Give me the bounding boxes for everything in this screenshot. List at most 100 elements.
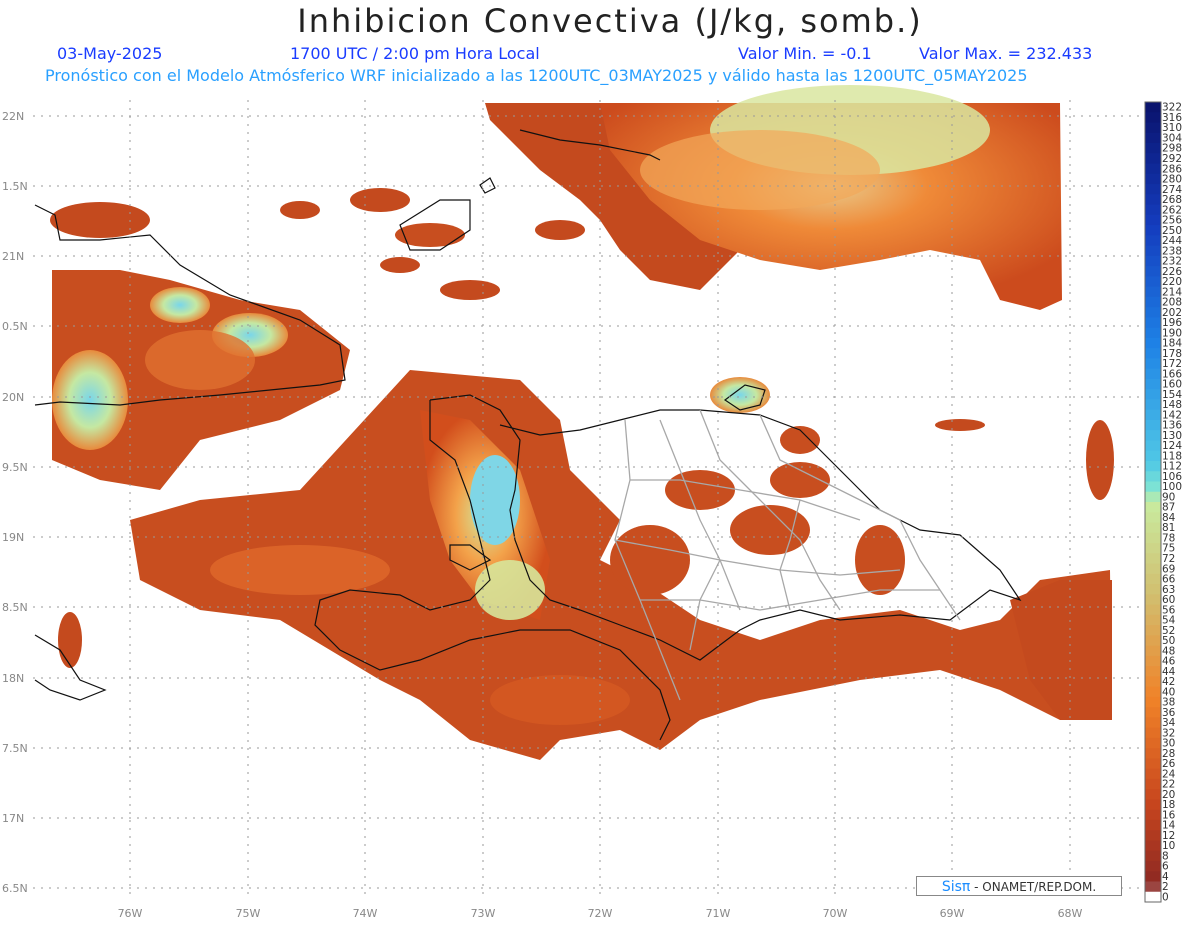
colorbar-swatch — [1145, 194, 1161, 206]
colorbar-swatch — [1145, 471, 1161, 482]
sistema-logo: Sisπ — [941, 879, 971, 895]
colorbar-label: 87 — [1162, 502, 1175, 514]
colorbar-label: 244 — [1162, 235, 1182, 247]
lat-label: 19N — [2, 531, 24, 544]
colorbar-swatch — [1145, 399, 1161, 411]
colorbar-swatch — [1145, 696, 1161, 708]
colorbar-label: 90 — [1162, 491, 1175, 503]
colorbar-swatch — [1145, 214, 1161, 226]
colorbar-label: 66 — [1162, 574, 1176, 586]
colorbar-swatch — [1145, 789, 1161, 800]
colorbar-label: 69 — [1162, 563, 1175, 575]
colorbar-swatch — [1145, 594, 1161, 606]
colorbar-swatch — [1145, 440, 1161, 452]
colorbar-label: 106 — [1162, 471, 1182, 483]
colorbar-swatch — [1145, 102, 1161, 113]
colorbar-label: 26 — [1162, 758, 1176, 770]
colorbar-swatch — [1145, 819, 1161, 831]
colorbar-swatch — [1145, 512, 1161, 524]
date-label: 03-May-2025 — [57, 44, 163, 63]
colorbar-swatch — [1145, 419, 1161, 431]
colorbar-swatch — [1145, 225, 1161, 236]
colorbar-label: 30 — [1162, 738, 1175, 750]
colorbar-swatch — [1145, 163, 1161, 175]
colorbar-swatch — [1145, 830, 1161, 841]
colorbar-swatch — [1145, 276, 1161, 288]
colorbar-label: 34 — [1162, 717, 1176, 729]
colorbar-swatch — [1145, 266, 1161, 277]
colorbar-label: 48 — [1162, 645, 1175, 657]
colorbar-swatch — [1145, 460, 1161, 472]
colorbar-label: 12 — [1162, 830, 1175, 842]
colorbar-label: 54 — [1162, 615, 1176, 627]
lon-label: 71W — [706, 907, 731, 920]
credit-org: - ONAMET/REP.DOM. — [970, 880, 1097, 894]
colorbar-swatch — [1145, 368, 1161, 380]
colorbar-label: 190 — [1162, 327, 1182, 339]
data-shading — [50, 85, 1114, 760]
colorbar: 3223163103042982922862802742682622562502… — [1144, 101, 1182, 903]
colorbar-label: 160 — [1162, 379, 1182, 391]
credit-box: Sisπ - ONAMET/REP.DOM. — [916, 876, 1122, 896]
colorbar-label: 16 — [1162, 809, 1176, 821]
colorbar-label: 130 — [1162, 430, 1182, 442]
colorbar-swatch — [1145, 881, 1161, 893]
colorbar-swatch — [1145, 337, 1161, 349]
colorbar-swatch — [1145, 348, 1161, 359]
colorbar-label: 256 — [1162, 215, 1182, 227]
colorbar-label: 166 — [1162, 368, 1182, 380]
colorbar-label: 226 — [1162, 266, 1182, 278]
colorbar-label: 322 — [1162, 102, 1182, 114]
colorbar-swatch — [1145, 645, 1161, 657]
colorbar-label: 32 — [1162, 727, 1175, 739]
colorbar-label: 274 — [1162, 184, 1182, 196]
colorbar-label: 238 — [1162, 245, 1182, 257]
colorbar-label: 78 — [1162, 532, 1175, 544]
colorbar-swatch — [1145, 707, 1161, 718]
colorbar-label: 4 — [1162, 871, 1169, 883]
map-title: Inhibicion Convectiva (J/kg, somb.) — [297, 2, 923, 40]
colorbar-swatch — [1145, 573, 1161, 585]
forecast-line: Pronóstico con el Modelo Atmósferico WRF… — [45, 66, 1028, 85]
colorbar-swatch — [1145, 173, 1161, 185]
lon-label: 76W — [118, 907, 143, 920]
colorbar-swatch — [1145, 717, 1161, 729]
max-value-label: Valor Max. = 232.433 — [919, 44, 1093, 63]
lon-label: 74W — [353, 907, 378, 920]
colorbar-label: 148 — [1162, 399, 1182, 411]
colorbar-swatch — [1145, 635, 1161, 647]
colorbar-label: 136 — [1162, 420, 1182, 432]
colorbar-label: 100 — [1162, 481, 1182, 493]
colorbar-label: 124 — [1162, 440, 1182, 452]
colorbar-swatch — [1145, 389, 1161, 400]
colorbar-label: 178 — [1162, 348, 1182, 360]
colorbar-swatch — [1145, 666, 1161, 677]
colorbar-swatch — [1145, 758, 1161, 770]
colorbar-swatch — [1145, 625, 1161, 636]
colorbar-frame — [1144, 101, 1162, 903]
colorbar-label: 72 — [1162, 553, 1175, 565]
graticule — [33, 100, 1140, 900]
colorbar-swatch — [1145, 430, 1161, 441]
lat-label: 22N — [2, 110, 24, 123]
colorbar-swatch — [1145, 584, 1161, 595]
colorbar-swatch — [1145, 553, 1161, 565]
colorbar-swatch — [1145, 799, 1161, 811]
colorbar-swatch — [1145, 153, 1161, 165]
colorbar-swatch — [1145, 143, 1161, 154]
lat-label: 7.5N — [2, 742, 28, 755]
colorbar-label: 202 — [1162, 307, 1182, 319]
colorbar-swatch — [1145, 255, 1161, 267]
colorbar-swatch — [1145, 378, 1161, 390]
colorbar-label: 24 — [1162, 768, 1176, 780]
lon-label: 68W — [1058, 907, 1083, 920]
colorbar-swatch — [1145, 502, 1161, 513]
colorbar-swatch — [1145, 737, 1161, 749]
colorbar-swatch — [1145, 317, 1161, 329]
colorbar-label: 280 — [1162, 174, 1182, 186]
colorbar-label: 118 — [1162, 450, 1182, 462]
lat-label: 6.5N — [2, 882, 28, 895]
colorbar-label: 310 — [1162, 122, 1182, 134]
colorbar-label: 142 — [1162, 409, 1182, 421]
colorbar-swatch — [1145, 563, 1161, 575]
